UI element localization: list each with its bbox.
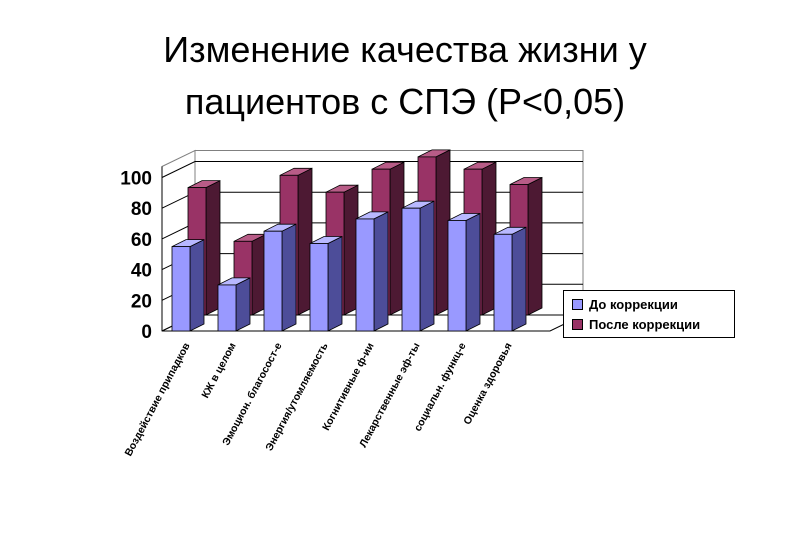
legend-label-series-1: До коррекции — [589, 296, 678, 312]
bar-series-1-front — [355, 218, 375, 332]
legend-label-series-2: После коррекции — [589, 316, 701, 332]
gridline — [161, 161, 583, 178]
bar-series-1-side — [189, 238, 205, 332]
legend-item-series-2: После коррекции — [572, 315, 700, 333]
legend-swatch-series-2 — [572, 318, 583, 330]
x-tick-label: КЖ в целом — [199, 341, 238, 401]
bar-series-1-side — [465, 212, 481, 332]
bar-series-1-front — [401, 207, 421, 332]
bar-series-1-front — [493, 233, 513, 332]
legend-item-series-1: До коррекции — [572, 295, 678, 313]
bar-series-1-front — [309, 243, 329, 332]
legend: До коррекции После коррекции — [563, 290, 735, 338]
bar-series-1-front — [447, 220, 467, 332]
chart-title: Изменение качества жизни у пациентов с С… — [0, 24, 810, 128]
y-tick-label: 40 — [131, 261, 152, 282]
y-tick-label: 80 — [131, 199, 152, 220]
x-tick-label: социальн. функц-е — [412, 341, 469, 434]
bar-series-1-front — [217, 284, 237, 332]
y-tick-label: 60 — [131, 230, 152, 251]
x-tick-label: Оценка здоровья — [461, 341, 514, 427]
bar-series-1 — [309, 235, 343, 332]
bar-series-1 — [493, 226, 527, 332]
bar-series-1 — [447, 212, 481, 332]
y-tick-label: 20 — [131, 291, 152, 312]
bar-series-1-side — [419, 200, 435, 332]
title-line-1: Изменение качества жизни у — [163, 29, 647, 70]
bar-series-1-front — [263, 230, 283, 332]
bar-series-1 — [171, 238, 205, 332]
title-line-2: пациентов с СПЭ (Р<0,05) — [184, 81, 626, 122]
bar-series-2-side — [527, 176, 543, 316]
bar-series-1-side — [235, 277, 251, 332]
legend-swatch-series-1 — [572, 298, 583, 310]
bar-series-1-side — [281, 223, 297, 332]
bar-series-1-front — [171, 246, 191, 332]
y-tick-label: 100 — [120, 169, 152, 190]
bar-series-1 — [401, 200, 435, 332]
y-tick-label: 0 — [141, 322, 152, 343]
bar-series-1-side — [327, 235, 343, 332]
bar-series-1-side — [511, 226, 527, 332]
bar-series-1 — [355, 211, 389, 332]
x-tick-label: Когнитивные ф-ии — [320, 341, 376, 433]
bar-series-1-side — [373, 211, 389, 332]
bar-series-1 — [263, 223, 297, 332]
x-tick-label: Воздействие припадков — [123, 340, 193, 458]
bar-series-1 — [217, 277, 251, 332]
